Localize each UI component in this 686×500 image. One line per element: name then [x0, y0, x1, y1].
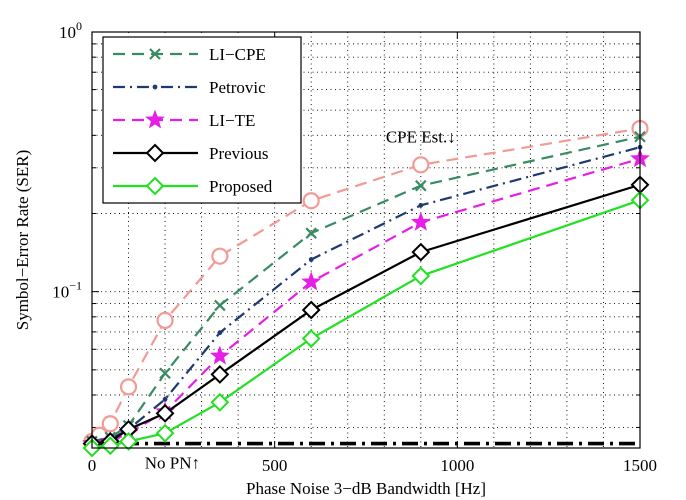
legend-item: Previous — [113, 143, 269, 163]
legend-label: Petrovic — [209, 78, 266, 97]
marker-circle — [211, 247, 229, 265]
legend-label: LI−CPE — [209, 45, 266, 64]
marker-circle — [119, 378, 138, 396]
marker-dot — [217, 330, 223, 336]
marker-diamond — [411, 266, 431, 286]
grid — [92, 32, 640, 448]
x-axis-label: Phase Noise 3−dB Bandwidth [Hz] — [246, 479, 486, 498]
marker-dot — [162, 396, 168, 402]
marker-star — [209, 345, 230, 365]
x-tick-label: 1000 — [440, 456, 474, 475]
marker-diamond — [155, 403, 175, 423]
y-tick-label: 100 — [59, 19, 82, 42]
marker-circle — [156, 311, 174, 330]
marker-circle — [412, 156, 430, 174]
marker-dot — [152, 84, 158, 90]
marker-diamond — [100, 436, 120, 456]
marker-diamond — [210, 392, 230, 412]
marker-stroke — [159, 367, 171, 380]
marker-diamond — [301, 300, 321, 320]
marker-star — [145, 109, 165, 129]
legend-item: Petrovic — [113, 78, 266, 97]
legend-label: Proposed — [209, 177, 273, 196]
marker-diamond — [411, 242, 431, 262]
marker-diamond — [155, 423, 175, 443]
marker-diamond — [210, 365, 230, 384]
annotation-label: CPE Est.↓ — [386, 128, 456, 147]
marker-circle — [101, 415, 119, 433]
marker-x — [305, 227, 317, 239]
marker-dot — [418, 202, 424, 208]
marker-stroke — [415, 179, 427, 192]
y-axis-label: Symbol−Error Rate (SER) — [13, 150, 32, 331]
marker-diamond — [119, 432, 138, 451]
marker-x — [149, 48, 161, 60]
marker-stroke — [149, 48, 161, 60]
x-tick-label: 0 — [88, 456, 97, 475]
plot-frame — [91, 31, 641, 449]
series-line — [91, 146, 641, 443]
series-proposed — [82, 190, 650, 458]
marker-dot — [308, 257, 314, 262]
marker-diamond — [145, 143, 165, 163]
legend-item: Proposed — [113, 176, 273, 196]
legend-item: LI−CPE — [113, 45, 266, 64]
annotation-label: No PN↑ — [145, 454, 200, 473]
marker-stroke — [305, 227, 317, 239]
marker-star — [410, 211, 431, 231]
x-tick-label: 1500 — [623, 456, 657, 475]
marker-x — [214, 299, 226, 312]
legend: LI−CPE Petrovic LI−TE Previous Proposed — [102, 36, 302, 204]
marker-diamond — [145, 176, 165, 196]
x-tick-label: 500 — [262, 456, 288, 475]
marker-circle — [302, 192, 320, 210]
legend-label: LI−TE — [209, 111, 255, 130]
marker-diamond — [301, 329, 321, 348]
marker-x — [159, 367, 171, 380]
legend-label: Previous — [209, 144, 269, 163]
marker-x — [415, 179, 427, 192]
y-tick-label: 10−1 — [52, 279, 82, 302]
legend-item: LI−TE — [113, 109, 255, 130]
marker-star — [301, 271, 322, 291]
marker-stroke — [214, 299, 226, 312]
